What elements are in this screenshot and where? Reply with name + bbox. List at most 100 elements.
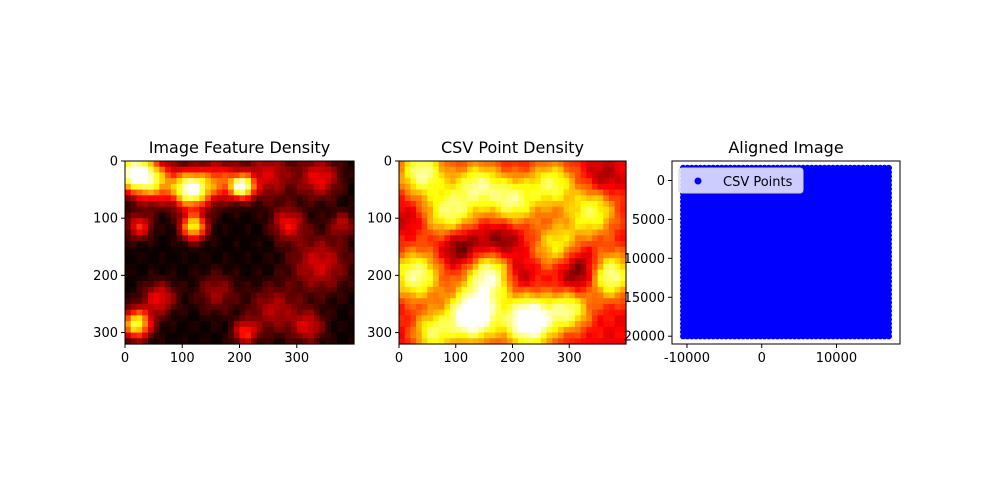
panel2-cell [546, 178, 553, 185]
panel1-cell [170, 172, 178, 179]
panel1-cell [313, 246, 321, 254]
panel1-cell [331, 212, 338, 219]
panel2-cell [523, 338, 531, 345]
panel2-cell [535, 263, 542, 271]
panel2-cell [433, 292, 440, 299]
panel2-cell [529, 315, 536, 322]
panel1-cell [325, 212, 332, 219]
panel2-cell [597, 258, 604, 265]
panel1-cell [147, 241, 155, 248]
panel1-cell [348, 195, 355, 202]
panel1-cell [245, 223, 252, 231]
panel1-cell [228, 263, 235, 271]
panel1-cell [147, 252, 155, 259]
panel1-cell [153, 269, 160, 276]
panel2-cell [614, 195, 621, 202]
panel1-cell [187, 275, 195, 282]
panel2-cell [557, 178, 565, 185]
panel1-cell [279, 206, 286, 214]
panel2-cell [603, 195, 610, 202]
panel2-cell [484, 189, 491, 196]
panel1-cell [153, 206, 160, 214]
panel1-cell [210, 172, 218, 179]
panel2-cell [552, 338, 559, 345]
panel2-cell [563, 183, 570, 191]
panel2-cell [438, 281, 445, 288]
panel1-cell [256, 178, 263, 185]
panel2-cell [614, 263, 621, 271]
panel2-cell [552, 309, 559, 317]
panel1-cell [302, 241, 309, 248]
panel2-cell [518, 326, 525, 334]
panel1-cell [170, 252, 178, 259]
panel1-cell [342, 263, 349, 271]
panel2-cell [586, 338, 593, 345]
panel1-cell [342, 309, 349, 317]
panel1-cell [210, 326, 218, 334]
panel1-cell [262, 258, 269, 265]
panel2-cell [535, 166, 542, 174]
panel2-cell [574, 275, 582, 282]
panel2-cell [506, 326, 514, 334]
panel1-cell [199, 263, 206, 271]
panel2-cell [506, 309, 514, 317]
panel2-cell [546, 332, 553, 339]
panel1-cell [176, 229, 183, 236]
panel2-cell [467, 166, 474, 174]
panel1-cell [136, 223, 143, 231]
panel1-cell [210, 275, 218, 282]
panel2-cell [580, 321, 587, 328]
panel2-cell [614, 332, 621, 339]
panel1-cell [279, 212, 286, 219]
panel2-cell [563, 212, 570, 219]
panel2-cell [620, 183, 627, 191]
panel2-cell [557, 166, 565, 174]
panel2-cell [523, 303, 531, 311]
panel1-cell [216, 195, 223, 202]
panel2-cell [580, 206, 587, 214]
panel1-cell [233, 195, 241, 202]
panel1-cell [250, 321, 258, 328]
panel2-cell [569, 218, 576, 225]
panel1-cell [319, 286, 326, 294]
panel1-cell [336, 183, 344, 191]
panel2-cell [399, 309, 406, 317]
panel2-cell [444, 326, 451, 334]
panel2-cell [506, 303, 514, 311]
panel2-cell [608, 206, 616, 214]
panel2-cell [478, 281, 485, 288]
panel1-cell [245, 218, 252, 225]
panel2-cell [404, 206, 411, 214]
panel2-cell [433, 281, 440, 288]
panel2-cell [495, 309, 502, 317]
panel2-cell [586, 223, 593, 231]
panel1-cell [159, 263, 166, 271]
panel1-cell [233, 183, 241, 191]
panel2-cell [461, 172, 468, 179]
panel1-cell [187, 281, 195, 288]
panel1-cell [170, 223, 178, 231]
panel1-cell [142, 206, 149, 214]
panel2-cell [518, 286, 525, 294]
panel1-cell [142, 241, 149, 248]
panel2-cell [563, 309, 570, 317]
panel1-cell [130, 269, 138, 276]
panel1-cell [331, 172, 338, 179]
panel1-cell [130, 218, 138, 225]
panel2-cell [608, 332, 616, 339]
panel2-cell [546, 195, 553, 202]
panel2-cell [438, 275, 445, 282]
panel2-cell [489, 338, 497, 345]
panel1-cell [228, 315, 235, 322]
panel2-cell [399, 161, 406, 168]
panel1-cell [308, 235, 315, 242]
panel1-cell [279, 338, 286, 345]
panel2-cell [399, 303, 406, 311]
panel2-ytick-label: 200 [367, 269, 392, 284]
panel1-cell [182, 201, 189, 208]
panel2-cell [608, 252, 616, 259]
panel2-cell [495, 338, 502, 345]
panel1-cell [291, 281, 298, 288]
panel2-cell [523, 298, 531, 305]
panel1-cell [125, 321, 132, 328]
